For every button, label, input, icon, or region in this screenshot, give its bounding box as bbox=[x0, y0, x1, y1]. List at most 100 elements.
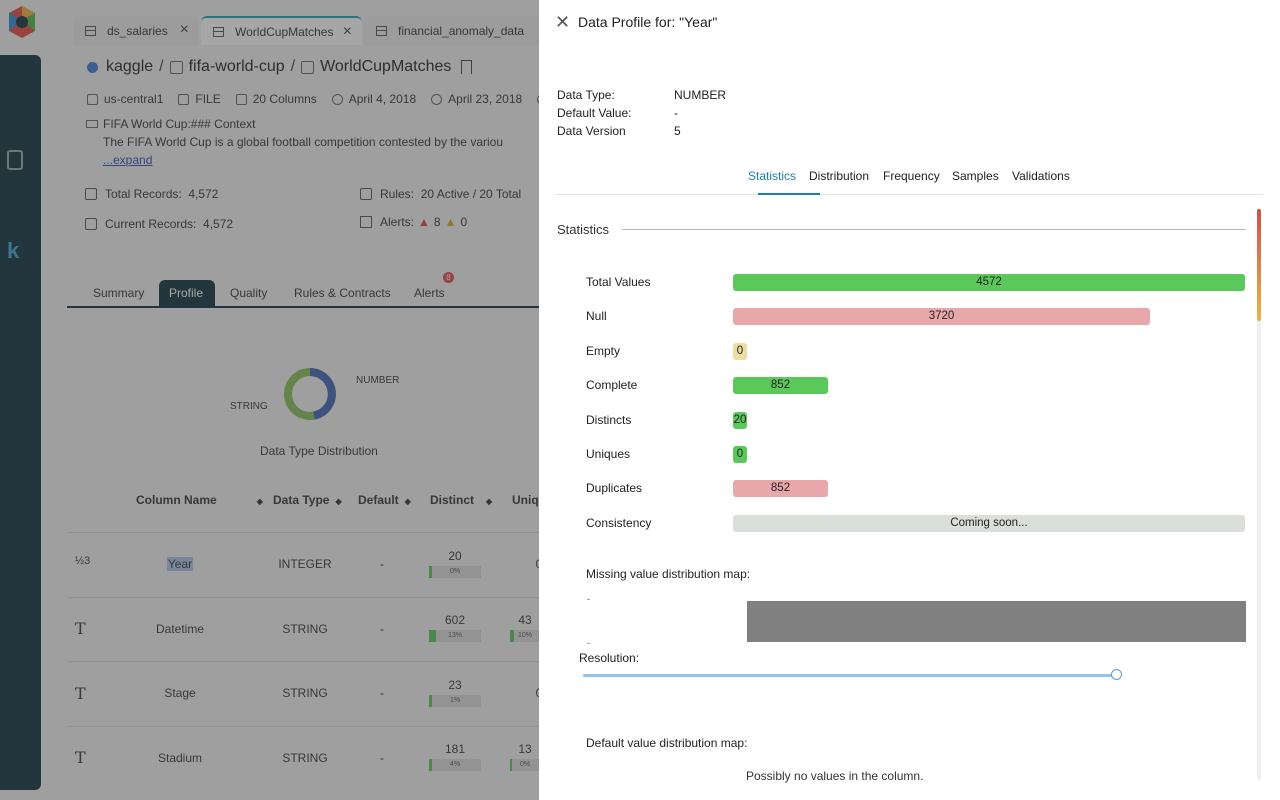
sort-icon: ◆ bbox=[256, 497, 263, 506]
data-version-row: Data Version 5 bbox=[557, 124, 681, 138]
records-icon bbox=[85, 218, 97, 230]
table-icon bbox=[85, 25, 96, 36]
sort-icon: ◆ bbox=[486, 497, 493, 506]
resolution-slider-handle[interactable] bbox=[1111, 669, 1122, 680]
missing-value-map bbox=[747, 601, 1246, 642]
database-icon[interactable] bbox=[7, 150, 23, 170]
source-icon bbox=[87, 61, 98, 73]
stat-label: Total Values bbox=[586, 275, 651, 289]
col-header-default[interactable]: Default ◆ bbox=[358, 493, 411, 507]
tab-rules-contracts[interactable]: Rules & Contracts bbox=[294, 286, 391, 300]
column-type: STRING bbox=[282, 751, 328, 765]
warning-icon bbox=[360, 216, 372, 228]
breadcrumb: kaggle / fifa-world-cup / WorldCupMatche… bbox=[87, 58, 473, 76]
missing-map-tick: - bbox=[587, 638, 590, 648]
column-name[interactable]: Datetime bbox=[155, 622, 205, 636]
tab-frequency[interactable]: Frequency bbox=[883, 169, 940, 183]
column-type: STRING bbox=[282, 622, 328, 636]
datastore-icon bbox=[169, 60, 183, 74]
meta-created: April 4, 2018 bbox=[331, 92, 416, 106]
data-profile-panel: ✕ Data Profile for: "Year" Data Type: NUM… bbox=[539, 0, 1280, 800]
column-unique: 13 0% bbox=[510, 742, 540, 771]
context-text: The FIFA World Cup is a global football … bbox=[103, 135, 503, 149]
stat-label: Complete bbox=[586, 378, 638, 393]
stat-label: Uniques bbox=[586, 447, 631, 461]
file-tab-label: financial_anomaly_data bbox=[398, 23, 525, 38]
file-tab-label: WorldCupMatches bbox=[235, 24, 334, 39]
k-icon[interactable]: k bbox=[7, 238, 20, 263]
tab-profile[interactable]: Profile bbox=[159, 280, 215, 306]
meta-type: FILE bbox=[178, 92, 221, 106]
column-default: - bbox=[380, 686, 384, 700]
stat-label: Distincts bbox=[586, 412, 632, 427]
file-tab-worldcupmatches[interactable]: WorldCupMatches × bbox=[201, 16, 362, 45]
col-header-name[interactable]: Column Name ◆ bbox=[136, 493, 263, 507]
tab-distribution[interactable]: Distribution bbox=[809, 169, 870, 183]
scrollbar[interactable] bbox=[1257, 209, 1261, 780]
column-default: - bbox=[380, 557, 384, 571]
column-type: STRING bbox=[282, 686, 328, 700]
current-records: Current Records: 4,572 bbox=[85, 217, 233, 231]
column-name[interactable]: Stadium bbox=[157, 751, 203, 765]
stat-bar: 0 bbox=[733, 342, 747, 360]
stat-bar: 3720 bbox=[733, 308, 1150, 326]
rules-count[interactable]: Rules: 20 Active / 20 Total bbox=[360, 187, 521, 201]
missing-map-tick: - bbox=[587, 594, 590, 604]
data-type-donut bbox=[284, 368, 336, 420]
column-name[interactable]: Year bbox=[166, 557, 194, 571]
distinct-bar: 13% bbox=[429, 630, 481, 642]
file-tab-financial-anomaly-data[interactable]: financial_anomaly_data bbox=[364, 16, 544, 45]
default-value: - bbox=[674, 106, 678, 120]
section-title: Statistics bbox=[557, 222, 610, 237]
refresh-circle-icon bbox=[431, 93, 443, 105]
stat-bar: 4572 bbox=[733, 274, 1245, 291]
tab-samples[interactable]: Samples bbox=[952, 169, 999, 183]
table-icon bbox=[213, 26, 224, 37]
tab-quality[interactable]: Quality bbox=[230, 286, 268, 300]
col-header-type[interactable]: Data Type ◆ bbox=[273, 493, 342, 507]
default-map-label: Default value distribution map: bbox=[586, 736, 748, 750]
donut-title: Data Type Distribution bbox=[260, 444, 378, 458]
tab-validations[interactable]: Validations bbox=[1012, 169, 1070, 183]
left-nav-rail: k bbox=[0, 55, 41, 790]
file-icon bbox=[178, 93, 190, 105]
text-type-icon: T bbox=[75, 619, 86, 638]
app-logo[interactable] bbox=[6, 4, 38, 40]
table-icon bbox=[301, 60, 315, 74]
close-icon[interactable]: ✕ bbox=[555, 12, 571, 32]
close-icon[interactable]: × bbox=[179, 21, 189, 38]
expand-link[interactable]: ...expand bbox=[103, 153, 153, 167]
breadcrumb-container: WorldCupMatches bbox=[320, 58, 452, 75]
stat-bar: 20 bbox=[733, 411, 747, 429]
file-tab-ds-salaries[interactable]: ds_salaries × bbox=[73, 16, 199, 45]
scrollbar-thumb[interactable] bbox=[1257, 209, 1261, 321]
close-icon[interactable]: × bbox=[342, 23, 352, 40]
distinct-bar: 1% bbox=[429, 695, 481, 707]
bookmark-icon[interactable] bbox=[461, 60, 473, 74]
col-header-distinct[interactable]: Distinct ◆ bbox=[430, 493, 493, 507]
breadcrumb-source[interactable]: kaggle bbox=[106, 58, 154, 75]
breadcrumb-datastore[interactable]: fifa-world-cup bbox=[188, 58, 285, 75]
column-unique: 43 10% bbox=[510, 613, 540, 642]
meta-region: us-central1 bbox=[87, 92, 163, 106]
stat-label: Empty bbox=[586, 343, 621, 358]
data-type-value: NUMBER bbox=[674, 88, 727, 102]
table-icon bbox=[376, 25, 387, 36]
container-tabs: Summary Profile Quality Rules & Contract… bbox=[67, 280, 567, 308]
alerts-count[interactable]: Alerts: ▲ 8 ▲ 0 bbox=[360, 215, 467, 229]
resolution-slider[interactable] bbox=[583, 674, 1117, 677]
tab-summary[interactable]: Summary bbox=[93, 286, 145, 300]
tab-alerts[interactable]: Alerts bbox=[414, 286, 445, 300]
distinct-bar: 4% bbox=[429, 759, 481, 771]
resolution-label: Resolution: bbox=[579, 651, 640, 665]
column-distinct: 602 13% bbox=[429, 613, 481, 642]
tab-statistics[interactable]: Statistics bbox=[748, 169, 797, 183]
column-distinct: 20 0% bbox=[429, 549, 481, 578]
file-tab-label: ds_salaries bbox=[107, 23, 168, 38]
cloud-icon bbox=[87, 93, 98, 105]
col-header-unique[interactable]: Uniqu bbox=[512, 493, 546, 507]
modal-overlay[interactable] bbox=[0, 0, 540, 800]
meta-columns: 20 Columns bbox=[235, 92, 317, 106]
column-distinct: 181 4% bbox=[429, 742, 481, 771]
column-name[interactable]: Stage bbox=[164, 686, 196, 700]
